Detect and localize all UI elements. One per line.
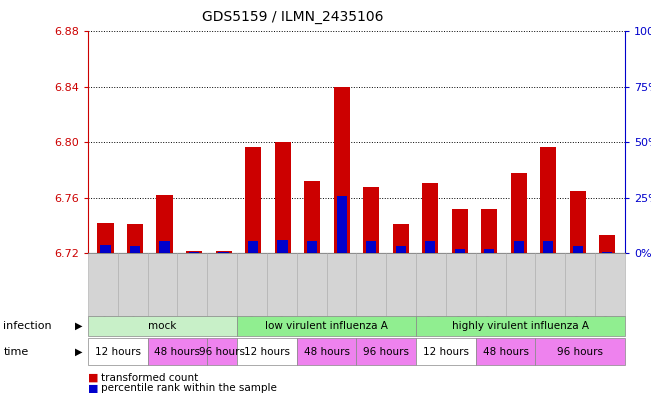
Bar: [602, 252, 613, 253]
Bar: [540, 147, 557, 253]
Bar: [573, 246, 583, 253]
Text: 96 hours: 96 hours: [363, 347, 409, 357]
Bar: [219, 252, 229, 253]
Bar: [100, 244, 111, 253]
Text: 96 hours: 96 hours: [557, 347, 603, 357]
Bar: [393, 224, 409, 253]
Text: 12 hours: 12 hours: [95, 347, 141, 357]
Bar: [130, 246, 140, 253]
Bar: [159, 241, 170, 253]
Text: 48 hours: 48 hours: [482, 347, 529, 357]
Text: 48 hours: 48 hours: [303, 347, 350, 357]
Text: percentile rank within the sample: percentile rank within the sample: [101, 383, 277, 393]
Text: 12 hours: 12 hours: [423, 347, 469, 357]
Text: ■: ■: [88, 383, 98, 393]
Bar: [599, 235, 615, 253]
Bar: [186, 251, 202, 253]
Bar: [454, 249, 465, 253]
Text: 12 hours: 12 hours: [244, 347, 290, 357]
Bar: [425, 241, 436, 253]
Bar: [275, 143, 291, 253]
Bar: [127, 224, 143, 253]
Text: 96 hours: 96 hours: [199, 347, 245, 357]
Text: highly virulent influenza A: highly virulent influenza A: [452, 321, 589, 331]
Bar: [333, 87, 350, 253]
Bar: [366, 241, 376, 253]
Text: 48 hours: 48 hours: [154, 347, 201, 357]
Bar: [277, 240, 288, 253]
Text: low virulent influenza A: low virulent influenza A: [265, 321, 388, 331]
Text: time: time: [3, 347, 29, 357]
Bar: [481, 209, 497, 253]
Bar: [422, 183, 438, 253]
Bar: [484, 249, 494, 253]
Bar: [570, 191, 586, 253]
Text: mock: mock: [148, 321, 176, 331]
Bar: [156, 195, 173, 253]
Text: ■: ■: [88, 373, 98, 383]
Text: transformed count: transformed count: [101, 373, 198, 383]
Text: infection: infection: [3, 321, 52, 331]
Bar: [452, 209, 468, 253]
Bar: [514, 241, 524, 253]
Bar: [307, 241, 317, 253]
Bar: [98, 223, 114, 253]
Bar: [304, 181, 320, 253]
Text: GDS5159 / ILMN_2435106: GDS5159 / ILMN_2435106: [202, 10, 383, 24]
Bar: [189, 252, 199, 253]
Bar: [248, 241, 258, 253]
Text: ▶: ▶: [75, 321, 83, 331]
Bar: [543, 241, 553, 253]
Bar: [337, 196, 347, 253]
Bar: [245, 147, 261, 253]
Bar: [215, 251, 232, 253]
Bar: [510, 173, 527, 253]
Bar: [396, 246, 406, 253]
Text: ▶: ▶: [75, 347, 83, 357]
Bar: [363, 187, 380, 253]
